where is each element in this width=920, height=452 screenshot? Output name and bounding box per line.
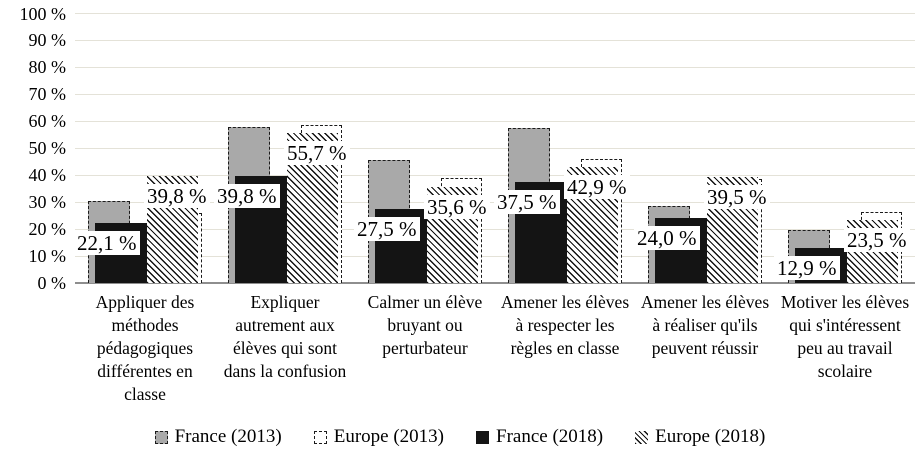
legend-item-europe-2013: Europe (2013) bbox=[313, 426, 444, 448]
category-label: Amener les élèves à respecter les règles… bbox=[500, 292, 630, 358]
legend: France (2013) Europe (2013) France (2018… bbox=[0, 424, 920, 450]
data-label-europe-2018: 39,8 % bbox=[144, 183, 210, 208]
data-label-france-2018: 24,0 % bbox=[634, 226, 700, 251]
category-label: Expliquer autrement aux élèves qui sont … bbox=[223, 292, 347, 381]
legend-label: France (2018) bbox=[496, 426, 604, 447]
y-axis-tick-label: 10 % bbox=[28, 246, 67, 267]
y-axis-tick-label: 0 % bbox=[37, 273, 67, 293]
data-label-france-2018: 27,5 % bbox=[354, 216, 420, 241]
gridline bbox=[75, 174, 915, 176]
legend-item-europe-2018: Europe (2018) bbox=[635, 426, 765, 448]
data-label-france-2018: 37,5 % bbox=[494, 189, 560, 214]
gridline bbox=[75, 13, 915, 14]
category-label: Calmer un élève bruyant ou perturbateur bbox=[367, 292, 483, 358]
legend-item-france-2018: France (2018) bbox=[476, 426, 603, 448]
y-axis-tick-label: 50 % bbox=[28, 138, 67, 159]
y-axis-tick-label: 60 % bbox=[28, 111, 67, 132]
data-label-europe-2018: 23,5 % bbox=[844, 227, 910, 252]
legend-swatch-hatched-icon bbox=[635, 430, 649, 444]
category-label: Motiver les élèves qui s'intéressent peu… bbox=[780, 292, 910, 381]
legend-item-france-2013: France (2013) bbox=[154, 426, 282, 448]
legend-label: France (2013) bbox=[174, 426, 282, 447]
y-axis-tick-label: 40 % bbox=[28, 165, 67, 186]
category-label: Amener les élèves à réaliser qu'ils peuv… bbox=[640, 292, 770, 358]
y-axis-tick-label: 100 % bbox=[19, 3, 67, 24]
gridline bbox=[75, 120, 915, 122]
data-label-france-2018: 22,1 % bbox=[74, 231, 140, 256]
gridline bbox=[75, 93, 915, 95]
gridline bbox=[75, 39, 915, 41]
y-axis-tick-label: 90 % bbox=[28, 30, 67, 51]
legend-label: Europe (2018) bbox=[655, 426, 766, 447]
legend-swatch-white-dashed-icon bbox=[313, 430, 327, 444]
gridline bbox=[75, 66, 915, 68]
gridline bbox=[75, 228, 915, 230]
y-axis-tick-label: 80 % bbox=[28, 57, 67, 78]
legend-swatch-black-icon bbox=[476, 430, 489, 444]
gridline bbox=[75, 147, 915, 149]
data-label-europe-2018: 42,9 % bbox=[564, 175, 630, 200]
data-label-europe-2018: 55,7 % bbox=[284, 140, 350, 165]
data-label-france-2018: 12,9 % bbox=[774, 256, 840, 281]
y-axis-tick-label: 20 % bbox=[28, 219, 67, 240]
x-axis-line bbox=[75, 282, 915, 284]
category-label: Appliquer des méthodes pédagogiques diff… bbox=[95, 292, 195, 404]
y-axis-tick-label: 30 % bbox=[28, 192, 67, 213]
data-label-france-2018: 39,8 % bbox=[214, 183, 280, 208]
data-label-europe-2018: 39,5 % bbox=[704, 184, 770, 209]
legend-label: Europe (2013) bbox=[333, 426, 444, 447]
gridline bbox=[75, 255, 915, 257]
y-axis-tick-label: 70 % bbox=[28, 84, 67, 105]
data-label-europe-2018: 35,6 % bbox=[424, 195, 490, 220]
legend-swatch-gray-dashed-icon bbox=[154, 430, 168, 444]
